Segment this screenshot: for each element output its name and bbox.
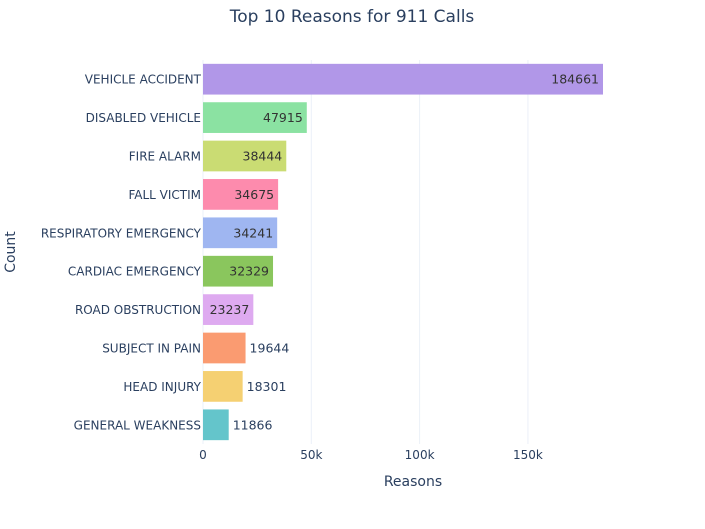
y-tick-label: RESPIRATORY EMERGENCY xyxy=(41,226,202,240)
data-label: 18301 xyxy=(247,379,287,394)
y-tick-label: HEAD INJURY xyxy=(123,380,201,394)
bar xyxy=(203,255,274,287)
data-label: 184661 xyxy=(551,72,599,87)
data-label: 11866 xyxy=(233,417,273,432)
y-tick-label: FIRE ALARM xyxy=(129,150,201,164)
data-label: 47915 xyxy=(263,110,303,125)
y-axis-tick-labels: VEHICLE ACCIDENT DISABLED VEHICLE FIRE ALA… xyxy=(41,73,202,433)
x-tick-label: 150k xyxy=(513,448,543,462)
y-tick-label: GENERAL WEAKNESS xyxy=(74,418,201,432)
bars xyxy=(203,63,603,441)
data-label: 34241 xyxy=(233,225,273,240)
bar xyxy=(203,179,279,210)
x-axis-tick-labels: 0 50k 100k 150k xyxy=(199,448,543,462)
bar xyxy=(203,371,243,402)
data-label: 38444 xyxy=(243,149,283,164)
bar xyxy=(203,294,254,325)
y-tick-label: FALL VICTIM xyxy=(128,188,201,202)
y-tick-label: CARDIAC EMERGENCY xyxy=(68,265,202,279)
y-tick-label: VEHICLE ACCIDENT xyxy=(85,73,202,87)
y-tick-label: DISABLED VEHICLE xyxy=(86,111,201,125)
bar xyxy=(203,332,246,364)
data-label: 19644 xyxy=(250,341,290,356)
bar xyxy=(203,102,307,133)
bar xyxy=(203,140,287,172)
x-axis-title: Reasons xyxy=(384,474,442,490)
data-label: 23237 xyxy=(210,302,250,317)
y-tick-label: ROAD OBSTRUCTION xyxy=(75,303,201,317)
chart-title: Top 10 Reasons for 911 Calls xyxy=(229,7,475,27)
bar xyxy=(203,217,278,249)
data-labels: 184661 47915 38444 34675 34241 32329 23237 1964… xyxy=(210,72,599,433)
y-axis-title: Count xyxy=(3,231,19,273)
data-label: 34675 xyxy=(234,187,274,202)
bar xyxy=(203,409,229,441)
bar xyxy=(203,63,603,95)
data-label: 32329 xyxy=(229,264,269,279)
x-tick-label: 100k xyxy=(405,448,435,462)
x-tick-label: 50k xyxy=(300,448,322,462)
y-tick-label: SUBJECT IN PAIN xyxy=(102,342,201,356)
x-tick-label: 0 xyxy=(199,448,207,462)
